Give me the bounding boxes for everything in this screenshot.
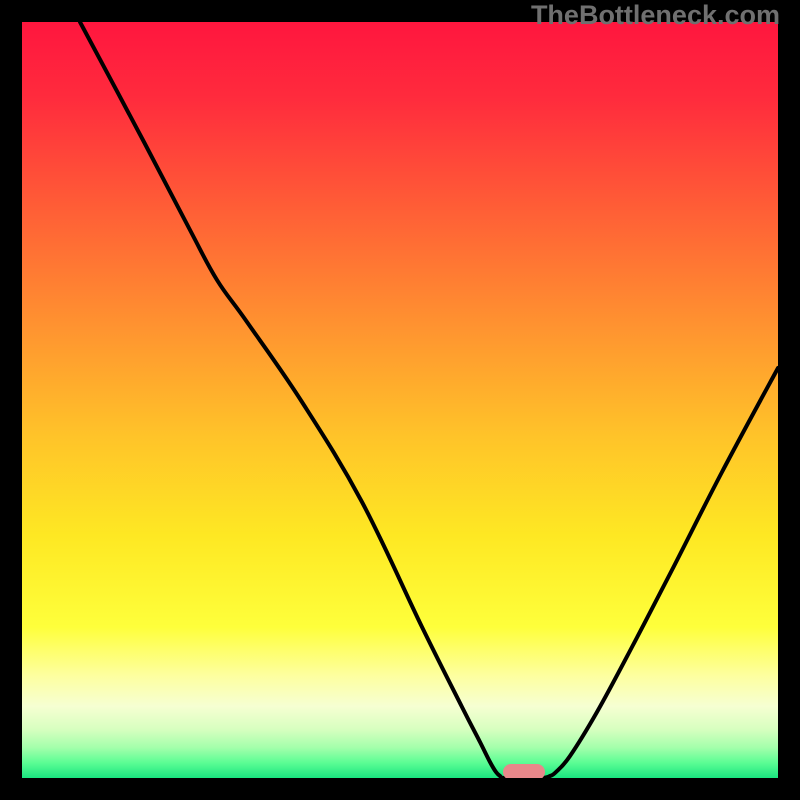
bottleneck-curve — [80, 22, 778, 778]
bottleneck-curve-svg — [22, 22, 778, 778]
watermark-text: TheBottleneck.com — [531, 0, 780, 31]
chart-container: TheBottleneck.com — [0, 0, 800, 800]
optimum-marker — [503, 764, 545, 778]
plot-area — [22, 22, 778, 778]
